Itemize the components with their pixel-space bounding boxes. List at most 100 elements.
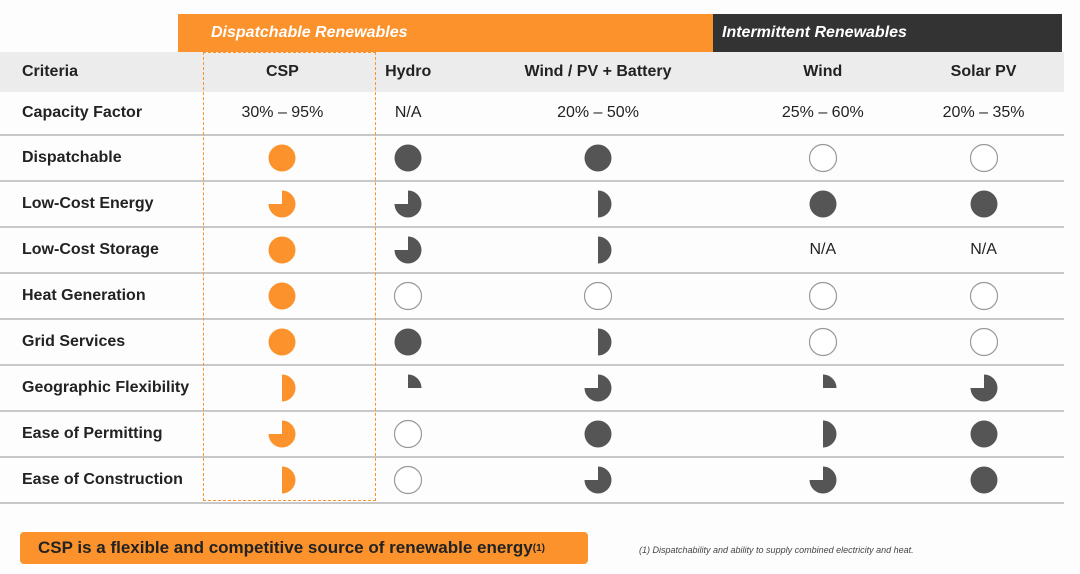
harvey-ball-icon [268, 282, 296, 310]
dispatchable-renewables-header: Dispatchable Renewables [178, 14, 713, 52]
rating-cell [453, 457, 743, 504]
harvey-ball-icon [822, 374, 837, 388]
table-row: Grid Services [0, 319, 1064, 366]
footnote: (1) Dispatchability and ability to suppl… [639, 545, 914, 555]
cell-value: 20% – 35% [903, 92, 1064, 136]
harvey-ball-icon [969, 281, 998, 311]
rating-cell [903, 365, 1064, 412]
harvey-ball-icon [268, 190, 296, 218]
harvey-ball-icon [808, 143, 837, 173]
harvey-ball-icon [268, 328, 296, 356]
rating-cell [202, 227, 363, 274]
row-label: Capacity Factor [0, 92, 202, 136]
rating-cell [903, 319, 1064, 366]
harvey-ball-icon [969, 143, 998, 173]
harvey-ball-icon [394, 190, 422, 218]
harvey-ball-icon [584, 420, 612, 448]
harvey-ball-icon [394, 328, 422, 356]
rating-cell [742, 457, 904, 504]
harvey-ball-icon [808, 327, 837, 357]
table-row: Low-Cost Storage N/A N/A [0, 227, 1064, 274]
footnote-ref: (1) [532, 542, 545, 554]
intermittent-renewables-header: Intermittent Renewables [713, 14, 1062, 52]
cell-value: 30% – 95% [202, 92, 363, 136]
rating-cell [202, 135, 363, 182]
row-label: Heat Generation [0, 273, 202, 320]
table-row: Low-Cost Energy [0, 181, 1064, 228]
row-label: Low-Cost Energy [0, 181, 202, 228]
rating-cell [362, 411, 454, 458]
rating-cell [362, 319, 454, 366]
rating-cell [742, 411, 904, 458]
harvey-ball-icon [584, 374, 612, 402]
rating-cell [453, 135, 743, 182]
header-row: Criteria CSP Hydro Wind / PV + Battery W… [0, 52, 1064, 92]
rating-cell [453, 411, 743, 458]
harvey-ball-icon [584, 144, 612, 172]
harvey-ball-icon [268, 236, 296, 264]
harvey-ball-icon [408, 374, 422, 388]
conclusion-text: CSP is a flexible and competitive source… [38, 538, 533, 557]
harvey-ball-icon [394, 281, 423, 311]
table-row: Geographic Flexibility [0, 365, 1064, 412]
harvey-ball-icon [583, 281, 613, 311]
rating-cell [453, 181, 743, 228]
row-label: Low-Cost Storage [0, 227, 202, 274]
rating-cell [742, 319, 904, 366]
rating-cell [202, 365, 363, 412]
cell-value: 25% – 60% [742, 92, 904, 136]
harvey-ball-icon [394, 144, 422, 172]
row-label: Ease of Construction [0, 457, 202, 504]
rating-cell [362, 273, 454, 320]
col-wind-pv-battery: Wind / PV + Battery [453, 52, 743, 92]
rating-cell [903, 411, 1064, 458]
rating-cell [362, 181, 454, 228]
row-label: Geographic Flexibility [0, 365, 202, 412]
band-label: Dispatchable Renewables [211, 24, 408, 41]
harvey-ball-icon [809, 190, 837, 218]
band-label: Intermittent Renewables [722, 24, 907, 41]
col-wind: Wind [742, 52, 904, 92]
col-csp: CSP [202, 52, 363, 92]
harvey-ball-icon [970, 420, 998, 448]
table-row: Ease of Construction [0, 457, 1064, 504]
comparison-table: Criteria CSP Hydro Wind / PV + Battery W… [0, 52, 1064, 504]
rating-cell [742, 135, 904, 182]
harvey-ball-icon [394, 236, 422, 264]
table-row: Ease of Permitting [0, 411, 1064, 458]
rating-cell [202, 273, 363, 320]
harvey-ball-icon [970, 466, 998, 494]
rating-cell [362, 365, 454, 412]
rating-cell [903, 457, 1064, 504]
rating-cell [453, 365, 743, 412]
cell-value: 20% – 50% [453, 92, 743, 136]
harvey-ball-icon [970, 190, 998, 218]
cell-value: N/A [362, 92, 454, 136]
row-label: Ease of Permitting [0, 411, 202, 458]
rating-cell [903, 273, 1064, 320]
rating-cell: N/A [742, 227, 904, 274]
rating-cell [453, 227, 743, 274]
harvey-ball-icon [809, 466, 837, 494]
col-hydro: Hydro [362, 52, 454, 92]
harvey-ball-icon [394, 465, 423, 495]
harvey-ball-icon [584, 466, 612, 494]
harvey-ball-icon [822, 420, 837, 448]
harvey-ball-icon [808, 281, 837, 311]
rating-cell [202, 319, 363, 366]
table-row: Dispatchable [0, 135, 1064, 182]
rating-cell [453, 273, 743, 320]
rating-cell [362, 227, 454, 274]
row-label: Dispatchable [0, 135, 202, 182]
rating-cell [742, 181, 904, 228]
harvey-ball-icon [598, 190, 612, 218]
rating-cell [202, 411, 363, 458]
rating-cell [453, 319, 743, 366]
table-row: Capacity Factor 30% – 95% N/A 20% – 50% … [0, 92, 1064, 136]
rating-cell [202, 181, 363, 228]
harvey-ball-icon [970, 374, 998, 402]
rating-cell [742, 365, 904, 412]
harvey-ball-icon [394, 419, 423, 449]
rating-cell: N/A [903, 227, 1064, 274]
rating-cell [903, 181, 1064, 228]
